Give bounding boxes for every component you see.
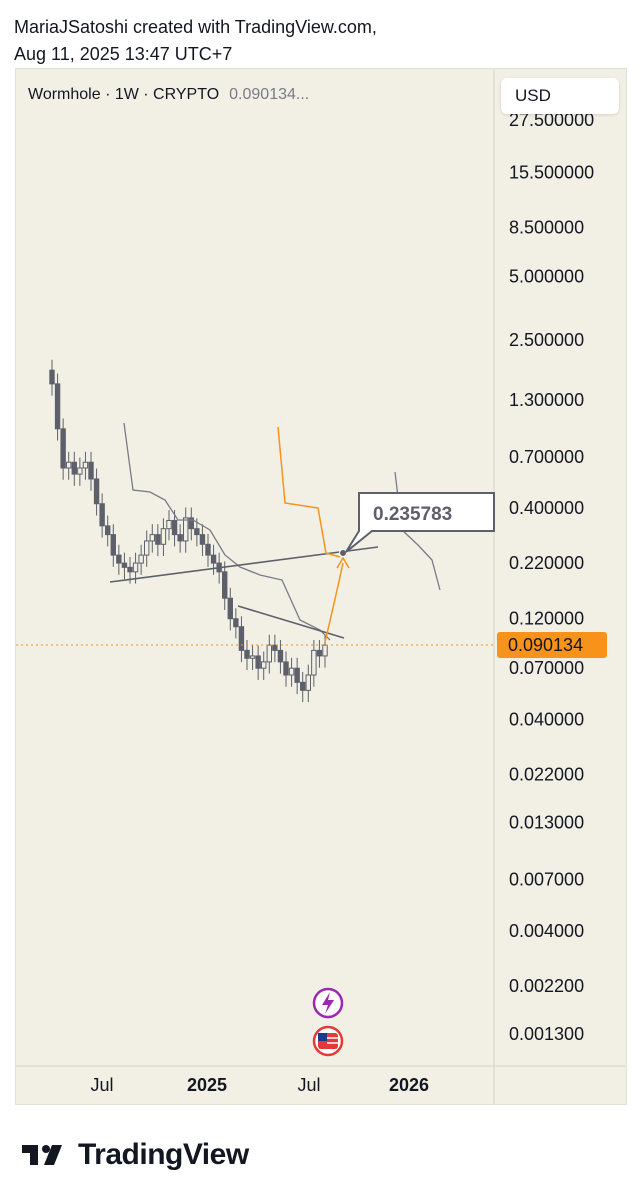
- candle-body: [311, 649, 317, 676]
- candle-body: [294, 667, 300, 683]
- lightning-icon-glyph: [322, 992, 334, 1014]
- brand-name: TradingView: [78, 1138, 249, 1171]
- candle-body: [49, 369, 55, 385]
- currency-button[interactable]: USD: [501, 78, 619, 114]
- symbol-title: Wormhole · 1W · CRYPTO: [28, 86, 220, 103]
- current-price-label: 0.090134: [508, 635, 583, 655]
- candle-body: [300, 681, 306, 691]
- time-tick-label: Jul: [90, 1075, 113, 1095]
- price-tick-label: 15.500000: [509, 163, 594, 183]
- candle-body: [283, 661, 289, 676]
- time-tick-label: 2026: [389, 1075, 429, 1095]
- candle-body: [238, 626, 245, 651]
- candle-body: [171, 519, 178, 536]
- candle-body: [277, 649, 284, 663]
- price-tick-label: 0.001300: [509, 1024, 584, 1044]
- attribution: MariaJSatoshi created with TradingView.c…: [14, 14, 377, 68]
- candle-body: [255, 655, 261, 669]
- symbol-legend[interactable]: Wormhole · 1W · CRYPTO 0.090134...: [28, 86, 309, 104]
- candle-body: [54, 383, 61, 430]
- price-tick-label: 0.040000: [509, 710, 584, 730]
- price-tick-label: 27.500000: [509, 110, 594, 130]
- candle-body: [261, 661, 267, 669]
- candle-body: [110, 534, 116, 556]
- time-tick-label: 2025: [187, 1075, 227, 1095]
- price-tick-label: 5.000000: [509, 266, 584, 286]
- candle-body: [210, 554, 217, 564]
- tradingview-logo[interactable]: TradingView: [20, 1138, 249, 1172]
- price-tick-label: 0.220000: [509, 553, 584, 573]
- candle-body: [71, 461, 77, 475]
- candle-body: [88, 461, 94, 480]
- candle-body: [249, 655, 256, 659]
- orange-arrow-line: [324, 562, 344, 643]
- candle-body: [233, 618, 239, 628]
- candle-body: [127, 566, 133, 573]
- candle-body: [316, 649, 323, 657]
- candle-body: [77, 467, 83, 475]
- moving-average-line: [123, 422, 331, 641]
- price-tick-label: 1.300000: [509, 390, 584, 410]
- candle-body: [222, 571, 228, 599]
- candle-body: [60, 428, 66, 469]
- candle-body: [199, 534, 206, 545]
- chart-pane[interactable]: [15, 68, 627, 1105]
- candle-body: [194, 528, 200, 536]
- attribution-author: MariaJSatoshi created with TradingView.c…: [14, 17, 377, 37]
- candle-body: [99, 503, 105, 527]
- candle-body: [149, 534, 155, 542]
- current-price-tag: [497, 632, 607, 658]
- candle-body: [288, 667, 295, 676]
- candle-body: [272, 644, 278, 651]
- price-tick-label: 0.022000: [509, 764, 584, 784]
- time-tick-label: Jul: [297, 1075, 320, 1095]
- candle-body: [155, 534, 161, 545]
- candle-body: [322, 644, 328, 657]
- candle-body: [93, 478, 100, 505]
- candle-body: [266, 644, 272, 663]
- orange-projection-line: [277, 426, 341, 558]
- price-tick-label: 8.500000: [509, 218, 584, 238]
- candle-body: [82, 461, 89, 469]
- target-callout-box: [345, 492, 495, 553]
- candle-body: [132, 562, 139, 573]
- candle-body: [244, 649, 250, 659]
- legend-price: 0.090134...: [229, 86, 310, 103]
- us-flag-canton: [318, 1033, 327, 1041]
- price-tick-label: 0.002200: [509, 976, 584, 996]
- candle-body: [183, 517, 189, 542]
- price-tick-label: 0.004000: [509, 921, 584, 941]
- candle-body: [227, 597, 233, 620]
- price-tick-label: 0.700000: [509, 447, 584, 467]
- target-price-label: 0.235783: [373, 504, 452, 525]
- candle-body: [116, 554, 122, 564]
- candle-body: [144, 540, 150, 556]
- candle-body: [305, 674, 311, 691]
- price-tick-label: 0.120000: [509, 609, 584, 629]
- candle-body: [188, 517, 194, 530]
- price-tick-label: 0.013000: [509, 813, 584, 833]
- price-tick-label: 0.070000: [509, 658, 584, 678]
- neckline-trendline: [109, 546, 379, 583]
- candle-body: [121, 562, 128, 568]
- candle-body: [205, 543, 211, 556]
- candle-body: [177, 534, 183, 542]
- price-tick-label: 0.400000: [509, 498, 584, 518]
- candle-body: [138, 554, 144, 564]
- price-tick-label: 2.500000: [509, 330, 584, 350]
- candle-body: [160, 528, 167, 545]
- candle-body: [66, 461, 72, 469]
- orange-arrow-head: [336, 556, 350, 569]
- candle-body: [105, 525, 111, 536]
- target-point: [339, 549, 347, 557]
- candle-body: [166, 519, 172, 530]
- descending-trendline: [237, 605, 345, 639]
- tradingview-logo-icon: [22, 1145, 62, 1165]
- attribution-date: Aug 11, 2025 13:47 UTC+7: [14, 44, 233, 64]
- price-tick-label: 0.007000: [509, 870, 584, 890]
